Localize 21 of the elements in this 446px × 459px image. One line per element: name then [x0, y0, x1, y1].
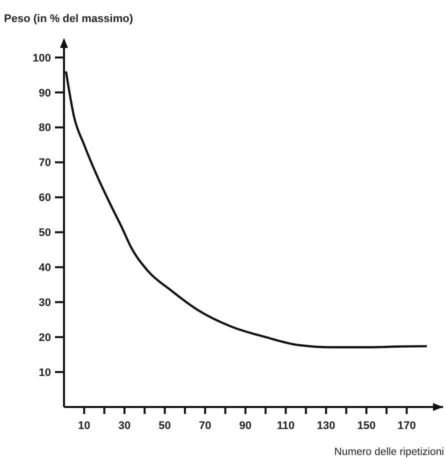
- x-tick-label: 170: [398, 420, 416, 432]
- x-tick-label: 30: [118, 420, 131, 432]
- y-tick-label: 40: [38, 262, 51, 274]
- x-axis-title: Numero delle ripetizioni: [334, 446, 444, 458]
- x-tick-label: 110: [276, 420, 295, 432]
- y-tick-label: 30: [38, 296, 51, 309]
- x-tick-label: 90: [239, 420, 252, 432]
- y-axis-title: Peso (in % del massimo): [4, 13, 134, 25]
- x-tick-label: 150: [357, 420, 376, 432]
- x-tick-label: 10: [78, 420, 90, 432]
- y-tick-label: 20: [38, 332, 51, 344]
- y-tick-label: 90: [38, 87, 51, 100]
- y-tick-label: 80: [38, 122, 51, 134]
- y-tick-label: 50: [38, 227, 51, 240]
- y-tick-label: 10: [38, 366, 51, 379]
- x-tick-label: 130: [316, 420, 336, 432]
- y-tick-label: 60: [38, 192, 51, 204]
- y-tick-label: 70: [38, 157, 51, 170]
- x-tick-label: 70: [198, 420, 212, 432]
- x-tick-label: 50: [158, 420, 171, 432]
- y-tick-label: 100: [32, 52, 51, 64]
